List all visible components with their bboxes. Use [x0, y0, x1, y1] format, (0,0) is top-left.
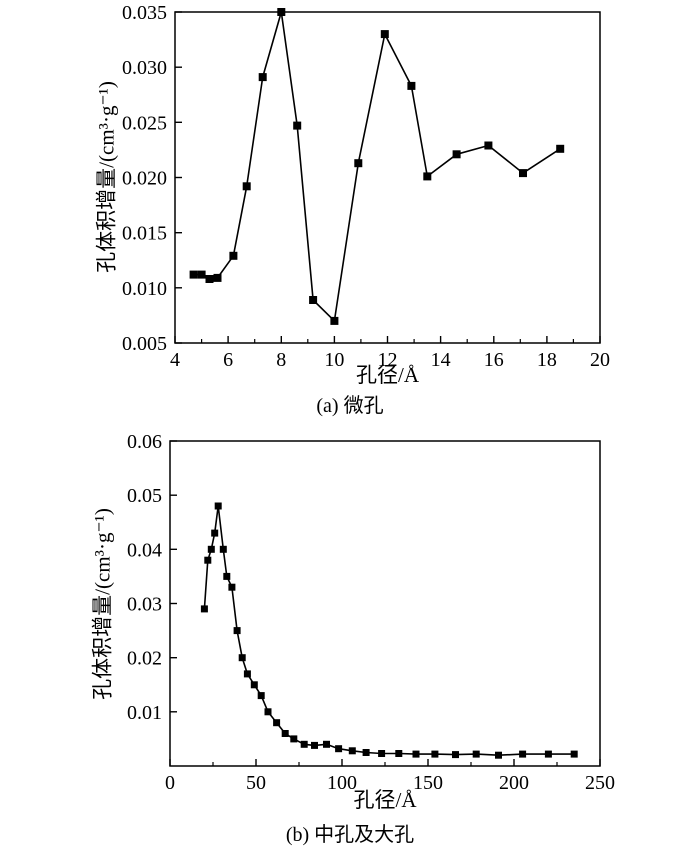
micropore-y-axis-label: 孔体积增量/(cm³·g⁻¹)	[94, 81, 119, 273]
svg-text:18: 18	[537, 349, 557, 371]
svg-text:0.010: 0.010	[122, 278, 167, 300]
figure-mesopore-macropore: 0 50 100 150 200 250 0.01 0.02 0.03 0.04 0.05 0.06 …	[0, 427, 700, 854]
svg-text:50: 50	[246, 772, 266, 794]
svg-text:0.02: 0.02	[127, 648, 162, 670]
svg-text:4: 4	[170, 349, 180, 371]
svg-text:0.05: 0.05	[127, 485, 162, 507]
svg-text:10: 10	[324, 349, 344, 371]
svg-text:200: 200	[499, 772, 529, 794]
svg-text:0.020: 0.020	[122, 168, 167, 190]
svg-text:250: 250	[585, 772, 615, 794]
figure-micropore: 4 6 8 10 12 14 16 18 20 0.005 0.010 0.015 0.020 0.025…	[94, 2, 611, 417]
mesopore-caption: (b) 中孔及大孔	[285, 824, 415, 846]
svg-text:12: 12	[378, 349, 398, 371]
micropore-caption: (a) 微孔	[316, 395, 384, 417]
svg-text:0.030: 0.030	[122, 57, 167, 79]
svg-text:0.005: 0.005	[122, 333, 167, 355]
svg-text:0.06: 0.06	[127, 431, 162, 453]
micropore-x-axis-label: 孔径/Å	[356, 363, 419, 387]
micropore-chart-canvas: 4 6 8 10 12 14 16 18 20 0.005 0.010 0.015 0.020 0.025…	[122, 2, 610, 371]
svg-text:0: 0	[165, 772, 175, 794]
svg-text:20: 20	[590, 349, 610, 371]
mesopore-chart-canvas: 0 50 100 150 200 250 0.01 0.02 0.03 0.04 0.05 0.06	[127, 431, 615, 794]
svg-text:0.04: 0.04	[127, 539, 162, 561]
svg-text:150: 150	[413, 772, 443, 794]
svg-text:0.035: 0.035	[122, 2, 167, 24]
svg-text:0.015: 0.015	[122, 223, 167, 245]
svg-text:8: 8	[276, 349, 286, 371]
svg-text:6: 6	[223, 349, 233, 371]
mesopore-x-axis-label: 孔径/Å	[353, 788, 417, 812]
svg-text:0.025: 0.025	[122, 112, 167, 134]
svg-text:100: 100	[327, 772, 357, 794]
svg-text:16: 16	[484, 349, 504, 371]
svg-text:0.03: 0.03	[127, 594, 162, 616]
svg-text:14: 14	[431, 349, 451, 371]
svg-text:0.01: 0.01	[127, 702, 162, 724]
mesopore-y-axis-label: 孔体积增量/(cm³·g⁻¹)	[90, 508, 115, 700]
